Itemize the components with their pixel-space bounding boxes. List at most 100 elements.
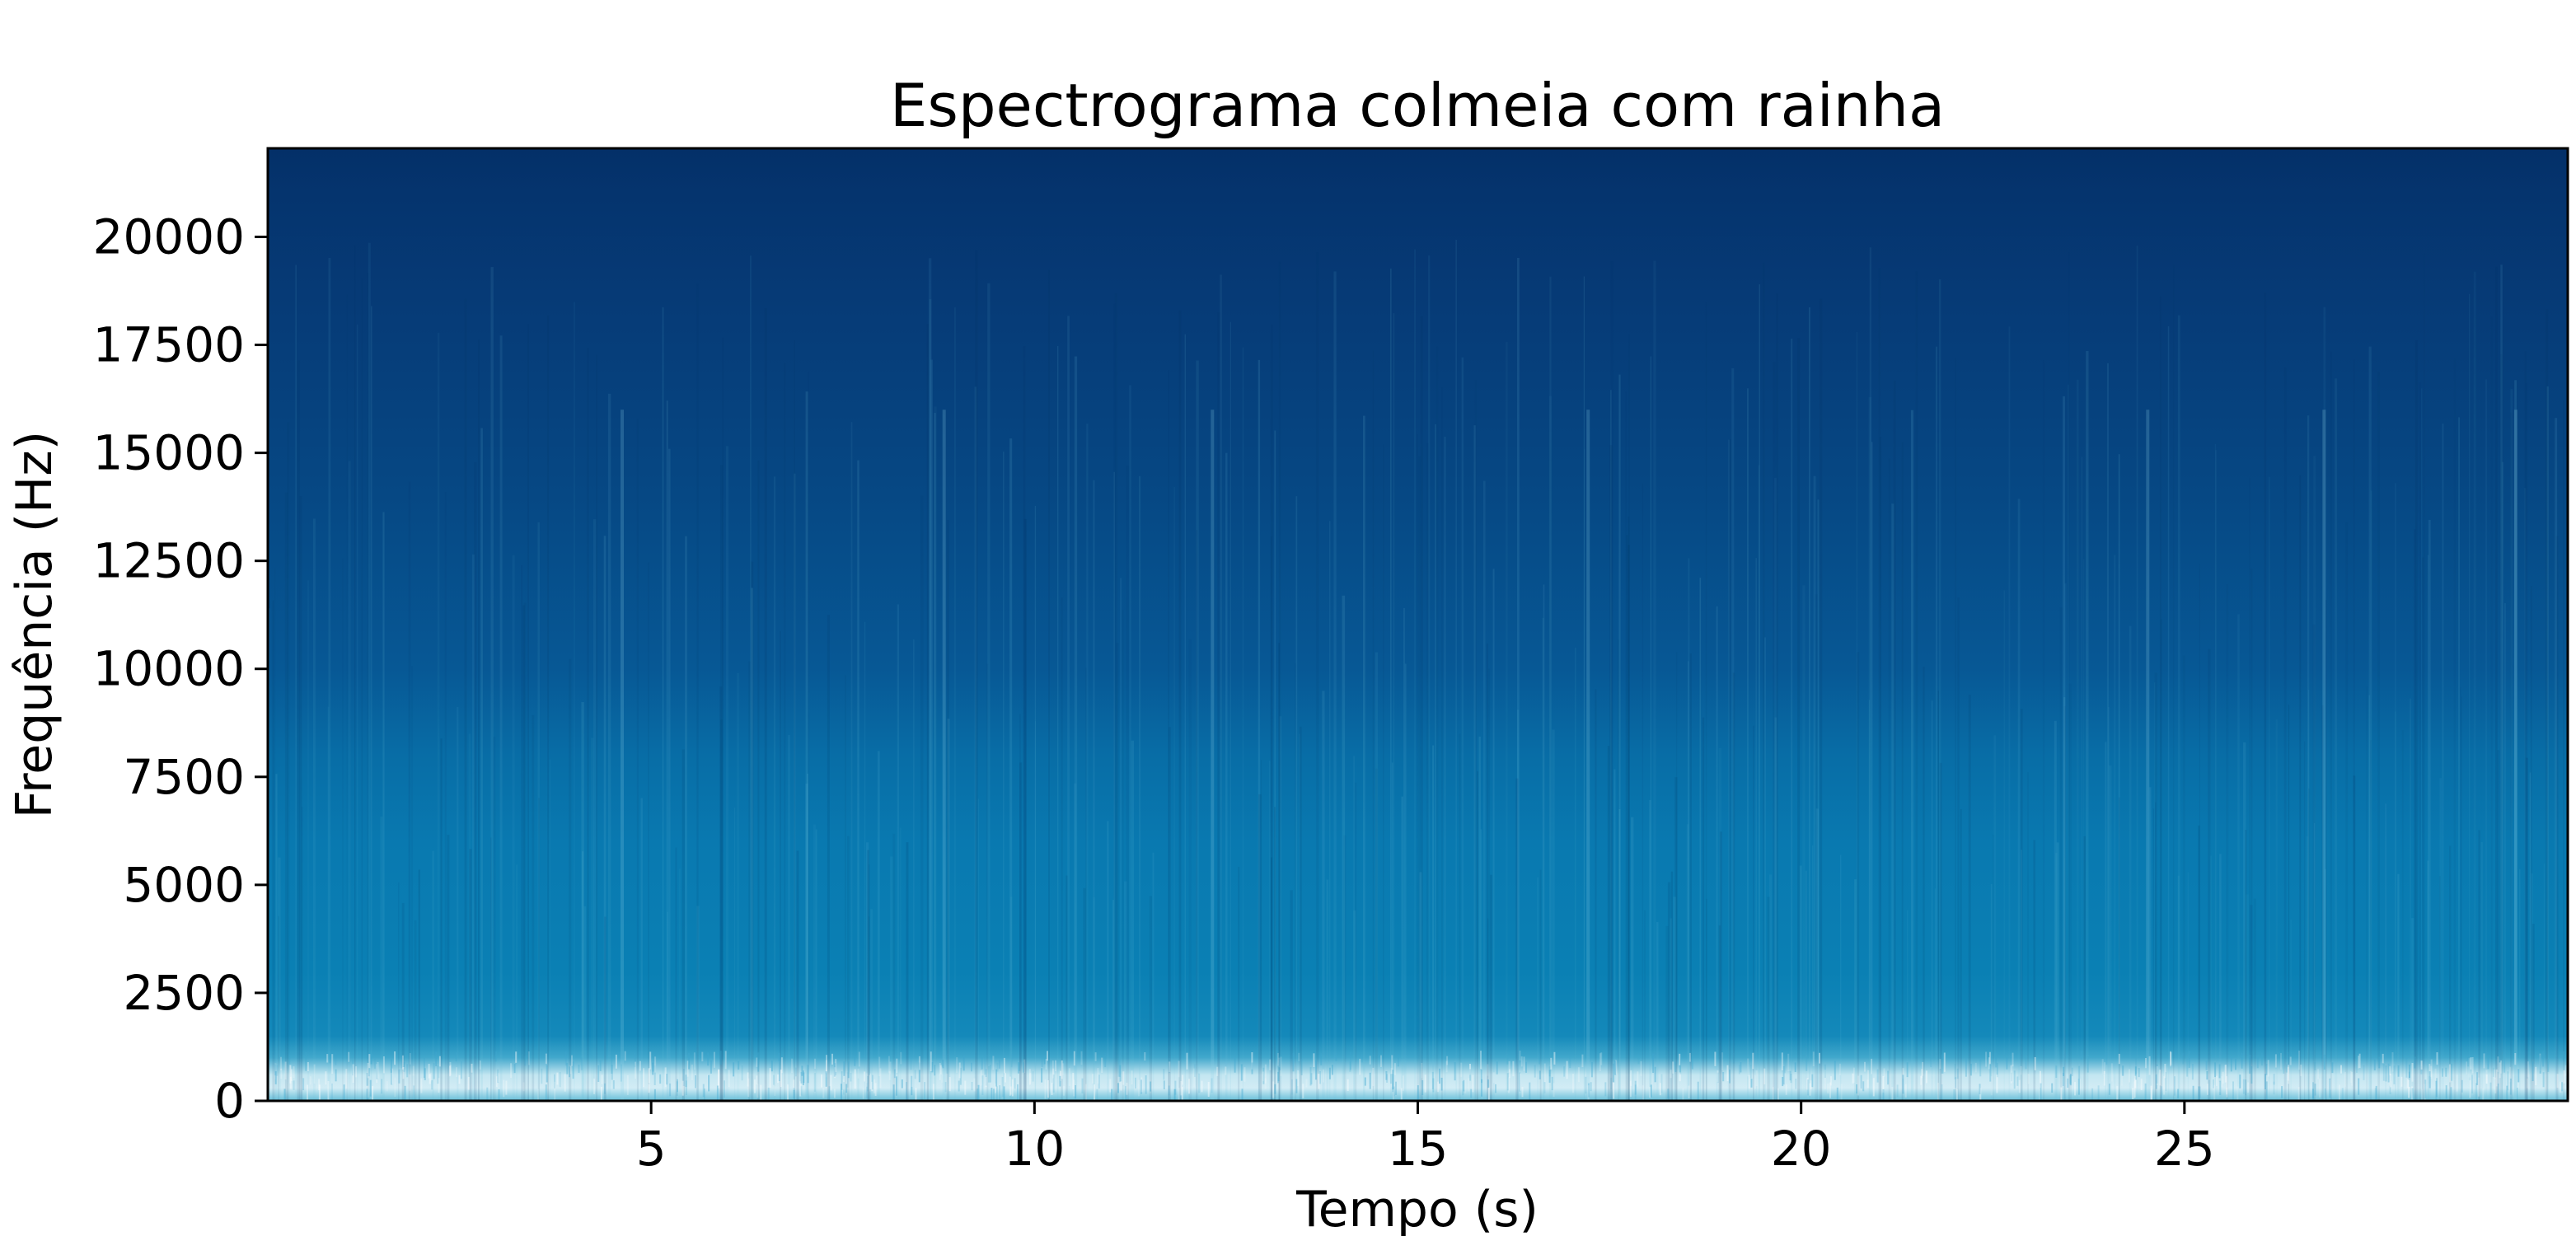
spectrogram-streak (890, 856, 893, 1101)
spectrogram-streak (2249, 477, 2250, 1101)
spectrogram-streak (920, 495, 924, 1101)
spectrogram-speckle (2110, 1063, 2113, 1082)
spectrogram-speckle (686, 1060, 689, 1077)
spectrogram-speckle (1534, 1065, 1536, 1078)
spectrogram-streak (1441, 387, 1443, 1101)
spectrogram-speckle (756, 1075, 758, 1085)
spectrogram-streak (301, 807, 303, 1101)
spectrogram-streak (679, 868, 681, 1101)
spectrogram-speckle (2475, 1083, 2478, 1101)
spectrogram-speckle (1481, 1079, 1483, 1097)
spectrogram-streak (1857, 652, 1860, 1101)
spectrogram-speckle (1691, 1056, 1693, 1070)
spectrogram-speckle (648, 1068, 650, 1084)
spectrogram-speckle (2542, 1051, 2545, 1067)
spectrogram-speckle (1331, 1065, 1333, 1075)
spectrogram-speckle (1131, 1070, 1133, 1084)
spectrogram-speckle (2408, 1064, 2410, 1078)
spectrogram-speckle (2516, 1087, 2518, 1101)
spectrogram-streak (987, 283, 991, 1101)
spectrogram-speckle (1543, 1063, 1546, 1083)
spectrogram-streak (794, 473, 796, 1101)
spectrogram-streak (1112, 900, 1114, 1101)
spectrogram-speckle (676, 1081, 678, 1096)
spectrogram-streak (1444, 437, 1446, 1101)
spectrogram-streak (1732, 672, 1735, 1101)
spectrogram-streak (751, 588, 753, 1101)
spectrogram-speckle (438, 1056, 441, 1067)
spectrogram-streak (1086, 424, 1089, 1101)
spectrogram-speckle (305, 1052, 307, 1071)
spectrogram-streak (857, 460, 859, 1101)
spectrogram-speckle (495, 1051, 497, 1062)
spectrogram-speckle (911, 1086, 913, 1096)
spectrogram-streak (1432, 745, 1435, 1101)
spectrogram-speckle (1009, 1076, 1011, 1096)
spectrogram-speckle (757, 1052, 760, 1072)
spectrogram-speckle (1349, 1061, 1351, 1072)
spectrogram-speckle (1637, 1054, 1640, 1065)
spectrogram-speckle (537, 1089, 540, 1101)
spectrogram-speckle (2319, 1078, 2321, 1098)
spectrogram-speckle (2208, 1079, 2210, 1096)
spectrogram-streak (2401, 730, 2404, 1101)
spectrogram-speckle (289, 1076, 292, 1089)
spectrogram-streak (1552, 729, 1555, 1101)
spectrogram-speckle (438, 1078, 440, 1093)
spectrogram-speckle (479, 1060, 481, 1070)
spectrogram-speckle (778, 1061, 780, 1081)
x-tick-label: 25 (2154, 1121, 2215, 1177)
spectrogram-speckle (991, 1088, 993, 1101)
spectrogram-speckle (1642, 1085, 1644, 1101)
spectrogram-speckle (1313, 1053, 1315, 1067)
spectrogram-streak (1300, 726, 1302, 1101)
spectrogram-speckle (2436, 1078, 2438, 1098)
spectrogram-streak (2003, 590, 2005, 1101)
spectrogram-speckle (1302, 1084, 1304, 1098)
spectrogram-speckle (1390, 1074, 1392, 1084)
spectrogram-speckle (1941, 1084, 1943, 1101)
spectrogram-streak (1774, 717, 1777, 1101)
spectrogram-streak (1279, 716, 1282, 1101)
spectrogram-speckle (1650, 1084, 1652, 1098)
spectrogram-speckle (2561, 1082, 2564, 1092)
spectrogram-speckle (1688, 1052, 1691, 1062)
spectrogram-streak (681, 749, 685, 1101)
spectrogram-speckle (1300, 1059, 1303, 1075)
spectrogram-streak (1934, 888, 1936, 1101)
spectrogram-speckle (345, 1069, 348, 1089)
spectrogram-speckle (995, 1083, 996, 1093)
spectrogram-speckle (355, 1066, 358, 1078)
spectrogram-speckle (1298, 1052, 1300, 1061)
spectrogram-speckle (1988, 1051, 1991, 1064)
spectrogram-speckle (1117, 1083, 1119, 1093)
spectrogram-speckle (1679, 1072, 1681, 1082)
spectrogram-speckle (2182, 1053, 2185, 1065)
spectrogram-streak (447, 835, 450, 1101)
spectrogram-streak (480, 428, 483, 1101)
spectrogram-streak (1393, 313, 1395, 1101)
spectrogram-speckle (1193, 1068, 1196, 1088)
spectrogram-streak (1755, 558, 1757, 1101)
spectrogram-speckle (2242, 1079, 2245, 1094)
spectrogram-streak (1333, 271, 1337, 1101)
spectrogram-speckle (971, 1082, 973, 1091)
spectrogram-streak (1278, 643, 1280, 1101)
spectrogram-streak (2083, 836, 2086, 1101)
spectrogram-streak (2187, 872, 2190, 1101)
spectrogram-speckle (1920, 1075, 1923, 1085)
spectrogram-speckle (1244, 1067, 1246, 1082)
spectrogram-streak (1414, 249, 1416, 1101)
spectrogram-speckle (2485, 1070, 2488, 1084)
spectrogram-streak (2154, 682, 2156, 1101)
spectrogram-streak (2397, 873, 2400, 1101)
spectrogram-speckle (889, 1061, 892, 1074)
spectrogram-streak (1023, 346, 1026, 1101)
spectrogram-speckle (1496, 1061, 1498, 1074)
spectrogram-speckle (1939, 1059, 1941, 1069)
spectrogram-speckle (2556, 1074, 2559, 1088)
spectrogram-streak (408, 481, 411, 1101)
spectrogram-speckle (2539, 1055, 2541, 1074)
spectrogram-streak (2063, 706, 2066, 1101)
spectrogram-speckle (2250, 1066, 2253, 1084)
